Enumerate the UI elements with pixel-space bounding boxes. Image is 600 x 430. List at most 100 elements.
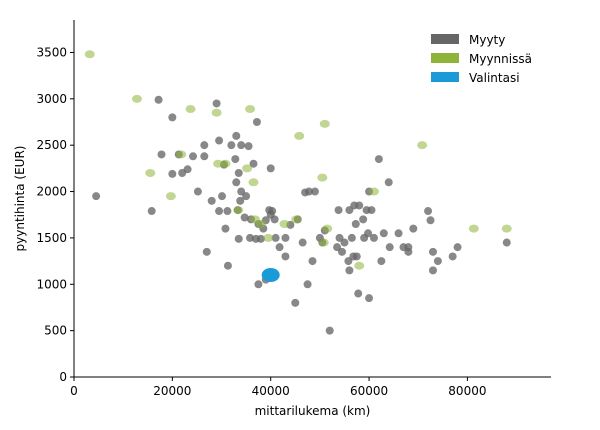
data-point-sold — [369, 233, 378, 242]
x-tick-label: 60000 — [350, 384, 388, 398]
data-point-sold — [325, 326, 334, 335]
data-point-for-sale — [322, 224, 333, 233]
data-point-sold — [244, 142, 253, 151]
data-point-sold — [428, 266, 437, 275]
legend-swatch — [431, 53, 459, 63]
data-point-sold — [453, 243, 462, 252]
y-tick-label: 0 — [59, 370, 67, 384]
data-point-for-sale — [319, 119, 330, 128]
data-point-for-sale — [417, 141, 428, 150]
data-point-sold — [502, 238, 511, 247]
data-point-sold — [426, 216, 435, 225]
data-point-sold — [256, 234, 265, 243]
data-point-sold — [252, 118, 261, 126]
data-point-sold — [207, 196, 216, 205]
legend-swatch — [431, 34, 459, 44]
legend-label: Myynnissä — [469, 52, 532, 66]
data-point-sold — [147, 207, 156, 216]
data-point-sold — [359, 215, 368, 224]
x-tick-label: 0 — [70, 384, 78, 398]
data-point-sold — [221, 224, 230, 233]
data-point-sold — [157, 150, 166, 159]
data-point-for-sale — [165, 192, 176, 201]
data-point-sold — [308, 257, 317, 266]
data-point-sold — [234, 234, 243, 243]
data-point-sold — [291, 298, 300, 307]
data-point-sold — [428, 247, 437, 256]
data-point-for-sale — [468, 224, 479, 233]
data-point-sold — [345, 266, 354, 275]
data-point-for-sale — [291, 215, 302, 224]
data-point-sold — [384, 178, 393, 187]
data-point-sold — [281, 233, 290, 242]
data-points — [84, 50, 512, 335]
y-tick-label: 3000 — [36, 92, 67, 106]
x-tick-label: 20000 — [153, 384, 191, 398]
data-point-for-sale — [220, 159, 231, 168]
data-point-sold — [351, 220, 360, 228]
data-point-for-sale — [255, 220, 266, 228]
legend-label: Myyty — [469, 33, 505, 47]
data-point-sold — [227, 141, 236, 150]
y-tick-label: 3500 — [36, 45, 67, 59]
legend-label: Valintasi — [469, 71, 520, 85]
data-point-sold — [334, 206, 343, 215]
data-point-sold — [367, 206, 376, 215]
data-point-sold — [189, 152, 198, 161]
data-point-sold — [92, 192, 101, 201]
data-point-for-sale — [242, 164, 253, 173]
data-point-sold — [232, 178, 241, 187]
data-point-for-sale — [185, 105, 196, 114]
data-point-sold — [448, 252, 457, 261]
data-point-for-sale — [263, 233, 274, 242]
data-point-for-sale — [317, 173, 328, 182]
data-point-sold — [303, 280, 312, 289]
data-point-for-sale — [245, 105, 256, 114]
data-point-sold — [231, 155, 240, 164]
data-point-sold — [242, 192, 251, 201]
x-tick-label: 80000 — [448, 384, 486, 398]
data-point-for-sale — [145, 169, 156, 177]
data-point-sold — [424, 207, 433, 216]
data-point-sold — [355, 201, 364, 210]
data-point-sold — [310, 187, 319, 196]
data-point-sold — [215, 136, 224, 145]
data-point-sold — [374, 155, 383, 164]
y-tick-label: 1000 — [36, 277, 67, 291]
data-point-for-sale — [213, 159, 224, 168]
data-point-for-sale — [354, 261, 365, 270]
data-point-sold — [275, 243, 284, 252]
data-point-selection — [261, 268, 280, 282]
data-point-sold — [232, 131, 241, 140]
data-point-sold — [347, 233, 356, 242]
x-axis-ticks: 0 20000 40000 60000 80000 — [70, 377, 486, 398]
data-point-for-sale — [131, 94, 142, 103]
data-point-for-sale — [176, 150, 187, 159]
data-point-sold — [298, 238, 307, 247]
data-point-sold — [281, 252, 290, 261]
data-point-sold — [223, 207, 232, 216]
y-axis-title: pyyntihinta (EUR) — [13, 146, 27, 252]
data-point-sold — [266, 164, 275, 173]
data-point-sold — [254, 280, 263, 289]
data-point-sold — [394, 229, 403, 238]
data-point-sold — [200, 152, 209, 161]
data-point-sold — [183, 165, 192, 174]
data-point-sold — [168, 113, 177, 122]
data-point-sold — [305, 187, 314, 196]
data-point-sold — [377, 257, 386, 266]
data-point-sold — [268, 207, 277, 216]
data-point-sold — [236, 196, 245, 205]
data-point-sold — [215, 207, 224, 216]
data-point-sold — [271, 233, 280, 242]
data-point-sold — [404, 247, 413, 256]
data-point-sold — [385, 243, 394, 252]
data-point-sold — [379, 229, 388, 238]
data-point-sold — [202, 247, 211, 256]
data-point-sold — [223, 261, 232, 270]
data-point-sold — [154, 95, 163, 104]
data-point-for-sale — [318, 238, 329, 247]
data-point-sold — [354, 289, 363, 298]
x-tick-label: 40000 — [252, 384, 290, 398]
